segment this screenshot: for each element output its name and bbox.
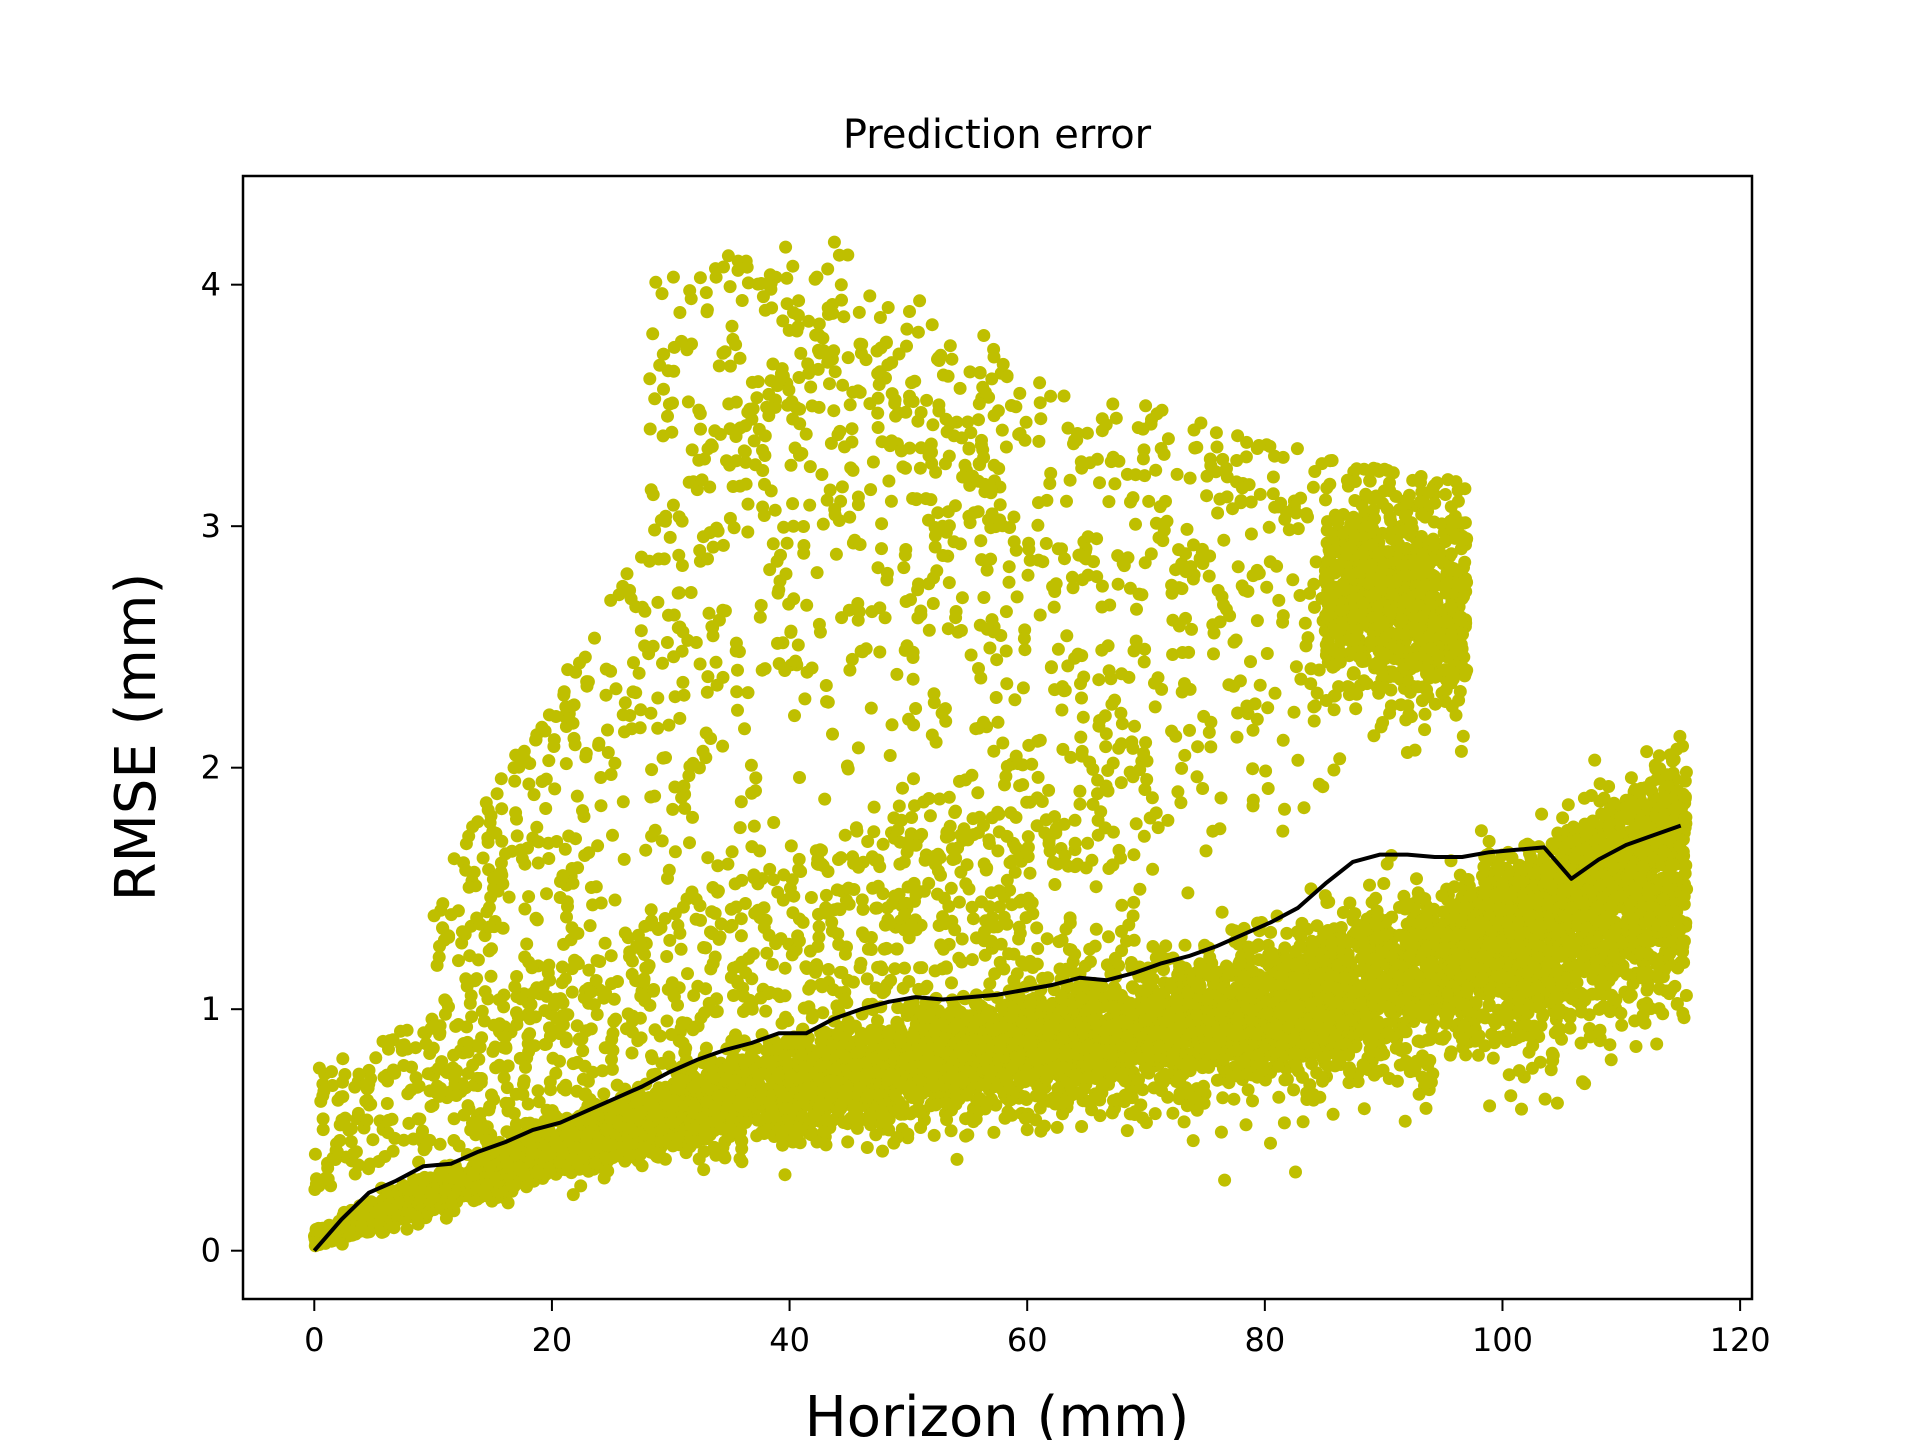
scatter-point: [1215, 905, 1229, 919]
scatter-point: [1264, 1136, 1277, 1150]
scatter-point: [1664, 983, 1678, 997]
scatter-point: [1653, 982, 1666, 996]
scatter-point: [1676, 939, 1690, 953]
scatter-point: [888, 1088, 902, 1102]
scatter-point: [1482, 834, 1496, 848]
scatter-point: [1474, 824, 1488, 838]
scatter-point: [927, 1128, 941, 1142]
scatter-point: [1650, 1037, 1664, 1051]
scatter-point: [1588, 753, 1602, 767]
scatter-point: [1515, 1102, 1528, 1116]
scatter-points: [308, 235, 1694, 1253]
scatter-point: [1289, 1165, 1302, 1179]
scatter-point: [1166, 1106, 1180, 1120]
scatter-point: [876, 1144, 889, 1158]
scatter-point: [1227, 1092, 1241, 1106]
scatter-point: [869, 1128, 883, 1142]
scatter-point: [1287, 1083, 1301, 1097]
scatter-point: [944, 1124, 958, 1138]
scatter-point: [1471, 1048, 1485, 1062]
scatter-point: [1148, 1107, 1162, 1121]
scatter-point: [898, 961, 911, 975]
scatter-point: [1075, 1120, 1089, 1133]
scatter-point: [1363, 878, 1376, 892]
scatter-point: [1427, 1018, 1441, 1032]
scatter-point: [1239, 1118, 1253, 1132]
scatter-point: [1102, 930, 1115, 944]
scatter-point: [1264, 925, 1278, 939]
scatter-point: [1384, 1005, 1397, 1019]
scatter-point: [679, 1146, 693, 1160]
scatter-point: [1536, 1007, 1550, 1021]
scatter-point: [914, 1121, 928, 1134]
scatter-point: [1181, 886, 1195, 900]
scatter-point: [1486, 1051, 1500, 1065]
scatter-point: [1342, 1048, 1356, 1062]
scatter-point: [1390, 1074, 1404, 1088]
scatter-point: [1349, 1039, 1363, 1053]
scatter-point: [1033, 1101, 1047, 1115]
scatter-point: [1545, 1046, 1559, 1060]
scatter-point: [574, 1179, 588, 1193]
scatter-point: [1574, 1036, 1588, 1050]
chart-title: Prediction error: [843, 112, 1152, 158]
scatter-point: [1628, 1014, 1642, 1028]
scatter-point: [1296, 1070, 1309, 1084]
scatter-point: [1512, 1064, 1526, 1078]
scatter-point: [1679, 989, 1693, 1002]
scatter-point: [1105, 1106, 1119, 1120]
scatter-point: [1295, 916, 1309, 930]
scatter-point: [733, 1152, 747, 1166]
scatter-point: [841, 1135, 855, 1149]
scatter-point: [1378, 928, 1392, 942]
scatter-point: [1083, 955, 1097, 969]
scatter-point: [1157, 963, 1170, 977]
scatter-point: [1120, 1124, 1134, 1138]
scatter-point: [1596, 1000, 1610, 1013]
scatter-point: [1369, 891, 1383, 905]
scatter-point: [1504, 1089, 1518, 1103]
scatter-point: [1603, 1038, 1617, 1052]
scatter-point: [1502, 1068, 1516, 1082]
scatter-point: [1483, 1099, 1497, 1113]
scatter-point: [1423, 1053, 1437, 1067]
scatter-point: [1410, 872, 1423, 886]
scatter-point: [1638, 1016, 1652, 1030]
scatter-point: [1556, 811, 1570, 825]
scatter-point: [778, 1168, 792, 1182]
scatter-point: [1218, 1173, 1232, 1187]
scatter-point: [1128, 1105, 1142, 1119]
scatter-point: [1357, 1102, 1371, 1116]
scatter-point: [1564, 1007, 1577, 1021]
scatter-point: [1127, 981, 1141, 995]
scatter-point: [863, 1113, 877, 1127]
scatter-point: [1663, 947, 1677, 961]
scatter-point: [1159, 939, 1173, 953]
scatter-point: [1563, 1021, 1577, 1035]
scatter-point: [1614, 1006, 1628, 1020]
scatter-point: [1550, 1096, 1564, 1110]
scatter-point: [1093, 1109, 1107, 1123]
scatter-point: [1034, 1124, 1048, 1138]
scatter-point: [1615, 1018, 1629, 1032]
scatter-point: [1538, 1092, 1552, 1106]
scatter-point: [501, 1196, 515, 1210]
scatter-point: [1339, 1038, 1353, 1052]
scatter-point: [1535, 807, 1549, 821]
scatter-point: [1377, 877, 1391, 890]
scatter-point: [1139, 1116, 1153, 1130]
scatter-point: [1083, 942, 1097, 956]
scatter-point: [1604, 1053, 1618, 1067]
